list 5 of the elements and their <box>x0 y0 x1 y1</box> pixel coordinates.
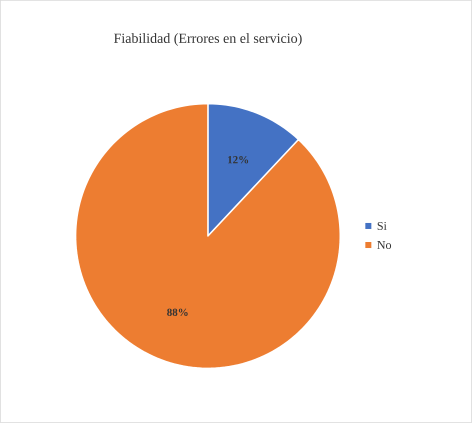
legend-label: Si <box>378 222 387 230</box>
chart-title: Fiabilidad (Errores en el servicio) <box>114 33 302 46</box>
legend-label: No <box>377 241 392 250</box>
data-label: 88% <box>167 308 188 316</box>
data-label: 12% <box>228 156 248 164</box>
